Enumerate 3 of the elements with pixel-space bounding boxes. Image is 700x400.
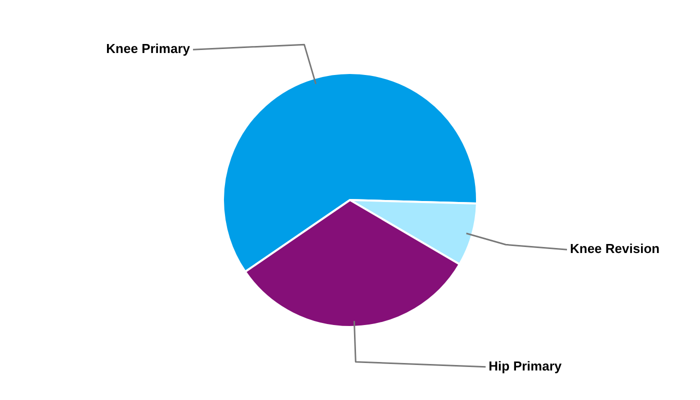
slice-label: Knee Primary <box>106 41 191 56</box>
slice-label: Knee Revision <box>570 241 660 256</box>
slice-label: Hip Primary <box>488 358 562 374</box>
